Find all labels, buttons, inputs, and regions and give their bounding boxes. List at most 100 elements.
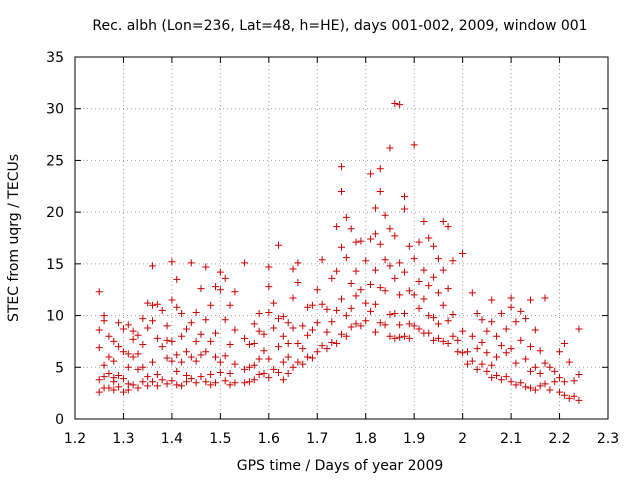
data-point [95,376,103,384]
y-tick-label: 5 [55,360,64,376]
data-point [386,225,394,233]
data-point [279,358,287,366]
data-point [439,266,447,274]
data-point [565,394,573,402]
data-point [216,358,224,366]
data-point [212,283,220,291]
data-point [202,348,210,356]
data-point [323,328,331,336]
x-tick-label: 1.5 [209,431,231,447]
data-point [153,382,161,390]
data-point [556,348,564,356]
data-point [391,334,399,342]
data-point [473,345,481,353]
data-point [187,353,195,361]
data-point [502,349,510,357]
data-point [536,382,544,390]
data-point [241,379,249,387]
data-point [434,320,442,328]
data-point [367,170,375,178]
data-point [371,266,379,274]
data-point [347,304,355,312]
data-point [216,368,224,376]
data-point [338,243,345,251]
data-point [328,274,336,282]
data-point [318,300,326,308]
data-point [139,363,147,371]
data-point [144,382,152,390]
data-point [226,301,234,309]
data-point [405,242,413,250]
data-point [134,331,142,339]
data-point [299,345,307,353]
data-point [245,378,253,386]
x-tick-label: 1.9 [403,431,425,447]
data-point [439,217,447,225]
x-tick-label: 1.7 [306,431,328,447]
data-point [178,310,186,318]
data-point [226,369,234,377]
data-point [207,301,215,309]
data-point [119,348,127,356]
data-point [105,384,113,392]
y-tick-label: 35 [46,50,64,66]
data-point [124,363,132,371]
data-point [381,321,389,329]
data-point [163,354,171,362]
y-tick-label: 10 [46,309,64,325]
data-point [439,337,447,345]
data-point [478,338,486,346]
data-point [541,359,549,367]
data-point [163,336,171,344]
data-point [517,307,525,315]
grid-lines [75,57,608,419]
data-point [400,268,408,276]
data-point [367,281,375,289]
data-point [381,256,389,264]
data-point [526,343,534,351]
data-point [342,254,350,262]
data-point [134,365,142,373]
data-point [221,352,229,360]
data-point [260,347,268,355]
data-point [139,341,147,349]
data-point [105,353,113,361]
data-point [338,330,345,338]
data-point [386,311,394,319]
data-point [483,367,491,375]
data-point [522,355,530,363]
data-point [149,378,157,386]
data-point [396,321,404,329]
data-point [284,353,292,361]
data-point [526,367,534,375]
data-point [158,306,166,314]
data-point [444,317,452,325]
data-point [473,310,481,318]
data-point [560,339,568,347]
data-point [376,284,384,292]
data-point [425,312,433,320]
x-tick-label: 2.2 [548,431,570,447]
data-point [497,342,505,350]
data-point [497,310,505,318]
data-point [507,294,515,302]
data-point [531,386,539,394]
data-point [415,238,423,246]
data-point [526,384,534,392]
data-point [231,326,239,334]
x-tick-label: 1.2 [64,431,86,447]
data-point [192,379,200,387]
data-point [226,341,234,349]
data-point [323,345,331,353]
data-point [318,342,326,350]
data-point [497,376,505,384]
data-point [405,334,413,342]
data-point [153,371,161,379]
x-tick-label: 1.3 [112,431,134,447]
data-point [425,234,433,242]
data-point [560,378,568,386]
data-point [158,343,166,351]
data-point [226,381,234,389]
data-point [502,373,510,381]
x-tick-labels: 1.2 1.3 1.4 1.5 1.6 1.7 1.8 1.9 2 2.1 2.2 2.3 [64,431,619,447]
